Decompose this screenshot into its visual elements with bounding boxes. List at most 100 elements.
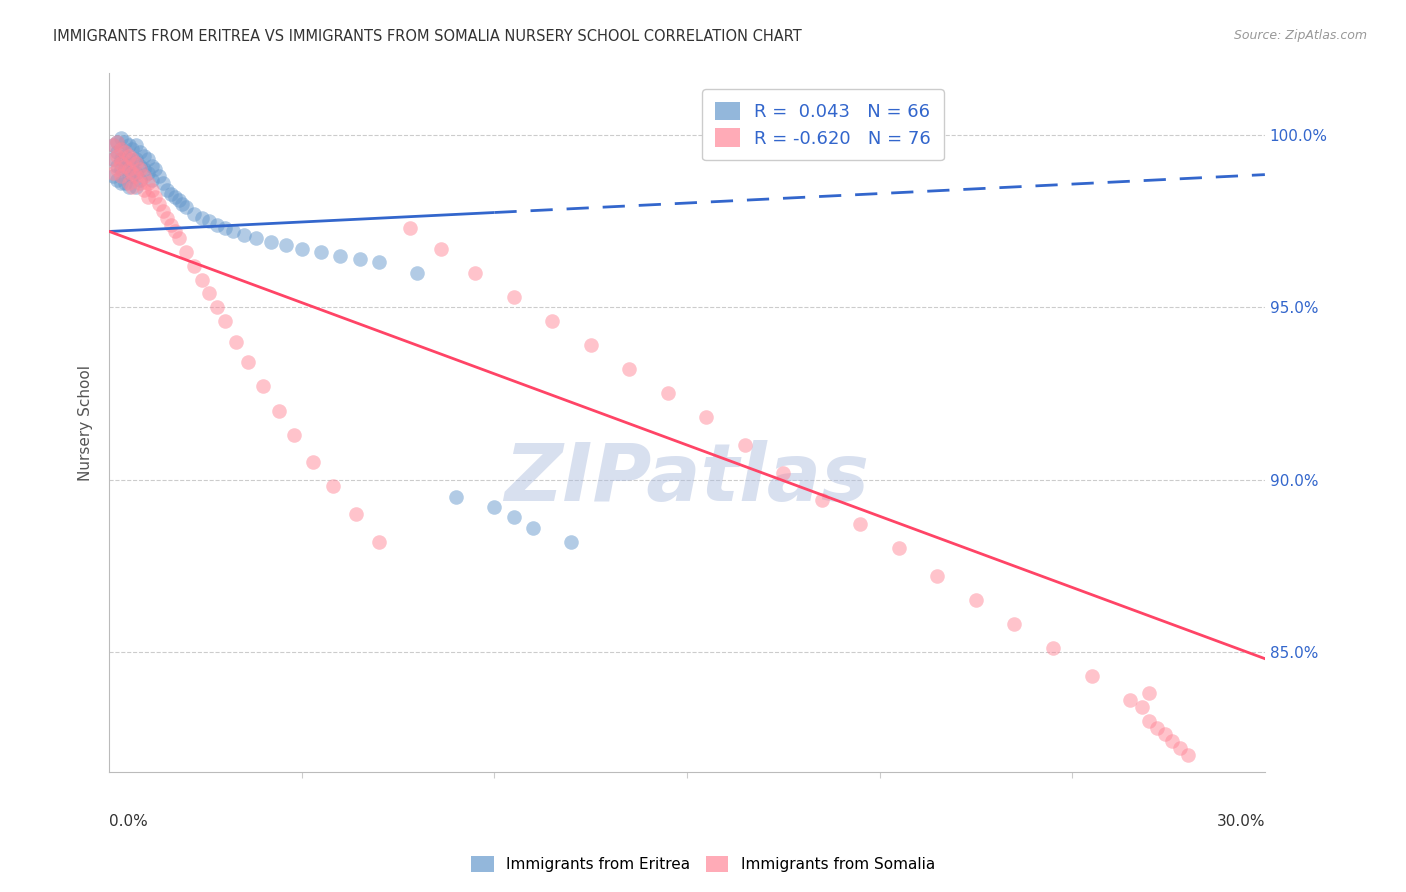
Point xyxy=(174,200,197,214)
Point xyxy=(136,152,159,166)
Legend: Immigrants from Eritrea, Immigrants from Somalia: Immigrants from Eritrea, Immigrants from… xyxy=(464,848,942,880)
Point xyxy=(160,186,183,201)
Point xyxy=(619,362,641,376)
Point xyxy=(132,162,155,177)
Point xyxy=(406,266,429,280)
Point xyxy=(522,521,544,535)
Point xyxy=(190,211,212,225)
Point xyxy=(114,149,136,163)
Point xyxy=(1153,727,1175,741)
Point xyxy=(101,166,124,180)
Text: 30.0%: 30.0% xyxy=(1216,814,1265,829)
Point xyxy=(198,286,221,301)
Point xyxy=(117,152,139,166)
Point xyxy=(101,138,124,153)
Point xyxy=(329,249,352,263)
Point xyxy=(105,135,128,149)
Point xyxy=(125,155,148,169)
Point xyxy=(110,169,132,184)
Point xyxy=(156,183,179,197)
Point xyxy=(125,166,148,180)
Point xyxy=(464,266,486,280)
Point xyxy=(125,152,148,166)
Point xyxy=(145,190,167,204)
Point xyxy=(121,179,143,194)
Point xyxy=(160,218,183,232)
Point xyxy=(167,231,190,245)
Point xyxy=(322,479,344,493)
Point xyxy=(129,173,152,187)
Point xyxy=(927,569,949,583)
Point xyxy=(965,593,987,607)
Point xyxy=(117,166,139,180)
Point xyxy=(136,176,159,190)
Point xyxy=(734,438,756,452)
Point xyxy=(205,218,228,232)
Point xyxy=(114,145,136,160)
Point xyxy=(129,145,152,160)
Point xyxy=(156,211,179,225)
Point xyxy=(121,142,143,156)
Point xyxy=(141,173,163,187)
Point xyxy=(367,255,389,269)
Point xyxy=(245,231,267,245)
Point xyxy=(110,155,132,169)
Point xyxy=(484,500,506,514)
Text: 0.0%: 0.0% xyxy=(110,814,148,829)
Point xyxy=(260,235,283,249)
Point xyxy=(105,135,128,149)
Point xyxy=(110,152,132,166)
Point xyxy=(101,152,124,166)
Point xyxy=(163,190,186,204)
Point xyxy=(105,149,128,163)
Point xyxy=(198,214,221,228)
Point xyxy=(367,534,389,549)
Point xyxy=(152,203,174,218)
Point xyxy=(167,194,190,208)
Point xyxy=(148,169,170,184)
Point xyxy=(190,273,212,287)
Text: ZIPatlas: ZIPatlas xyxy=(505,440,869,517)
Point xyxy=(1168,741,1191,756)
Point xyxy=(110,142,132,156)
Point xyxy=(267,403,290,417)
Point xyxy=(136,166,159,180)
Point xyxy=(1080,669,1102,683)
Point xyxy=(136,190,159,204)
Point xyxy=(183,207,205,221)
Point xyxy=(110,176,132,190)
Point xyxy=(114,162,136,177)
Point xyxy=(101,152,124,166)
Point xyxy=(811,493,834,508)
Point xyxy=(1161,734,1184,748)
Point xyxy=(125,138,148,153)
Point xyxy=(132,169,155,184)
Point xyxy=(117,149,139,163)
Point xyxy=(1042,641,1064,656)
Point xyxy=(114,176,136,190)
Text: IMMIGRANTS FROM ERITREA VS IMMIGRANTS FROM SOMALIA NURSERY SCHOOL CORRELATION CH: IMMIGRANTS FROM ERITREA VS IMMIGRANTS FR… xyxy=(53,29,803,44)
Point xyxy=(163,224,186,238)
Point xyxy=(121,166,143,180)
Point xyxy=(117,176,139,190)
Point xyxy=(141,159,163,173)
Point xyxy=(105,173,128,187)
Point xyxy=(117,162,139,177)
Point xyxy=(101,169,124,184)
Point xyxy=(114,159,136,173)
Point xyxy=(579,338,602,352)
Point xyxy=(541,314,564,328)
Point xyxy=(252,379,274,393)
Point xyxy=(1177,748,1199,763)
Point xyxy=(233,227,256,242)
Point xyxy=(1004,617,1026,632)
Point xyxy=(1146,721,1168,735)
Point xyxy=(117,179,139,194)
Point xyxy=(121,169,143,184)
Point xyxy=(560,534,582,549)
Point xyxy=(214,221,236,235)
Point xyxy=(141,183,163,197)
Point xyxy=(291,242,314,256)
Point xyxy=(101,138,124,153)
Point xyxy=(657,386,679,401)
